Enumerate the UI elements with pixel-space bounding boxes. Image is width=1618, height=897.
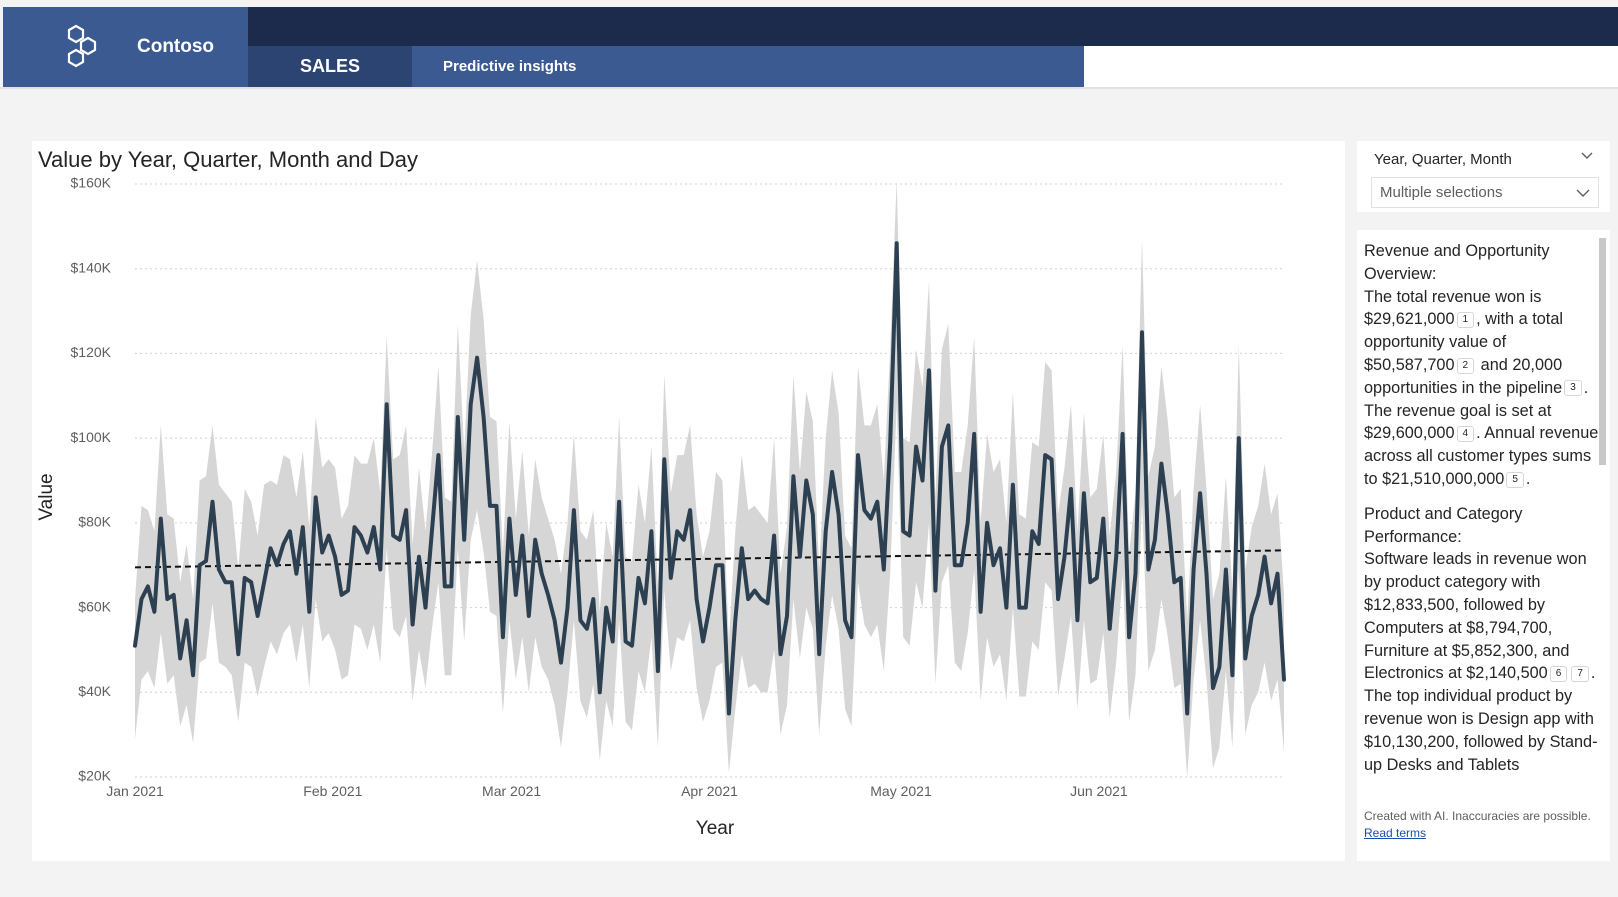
x-tick-label: May 2021 xyxy=(870,783,932,799)
x-tick-label: Jun 2021 xyxy=(1070,783,1128,799)
ai-disclaimer: Created with AI. Inaccuracies are possib… xyxy=(1364,808,1600,842)
confidence-band-area xyxy=(135,179,1284,778)
narrative-text-run: . The top individual product by revenue … xyxy=(1364,664,1598,774)
y-tick-label: $120K xyxy=(71,344,112,360)
citation-badge[interactable]: 1 xyxy=(1456,312,1475,329)
narrative-text-run: Software leads in revenue won by product… xyxy=(1364,550,1587,683)
tab-predictive-insights[interactable]: Predictive insights xyxy=(443,58,577,75)
y-tick-label: $100K xyxy=(71,429,112,445)
y-tick-label: $140K xyxy=(71,259,112,275)
narrative-paragraph: Product and Category Performance: Softwar… xyxy=(1364,503,1600,777)
narrative-text-run: The total revenue won is $29,621,000 xyxy=(1364,287,1542,329)
y-axis-ticks: $20K $40K $60K $80K $100K $120K $140K $160K xyxy=(71,175,112,784)
chevron-down-icon xyxy=(1576,189,1590,197)
read-terms-link[interactable]: Read terms xyxy=(1364,826,1427,840)
x-tick-label: Jan 2021 xyxy=(106,783,164,799)
chevron-down-icon[interactable] xyxy=(1580,149,1594,163)
y-tick-label: $20K xyxy=(78,768,111,784)
hexagon-logo-icon xyxy=(67,24,97,68)
citation-badge[interactable]: 7 xyxy=(1571,666,1589,683)
citation-badge[interactable]: 3 xyxy=(1564,380,1582,397)
top-bar-white-strip xyxy=(1084,46,1618,87)
narrative-paragraph: Revenue and Opportunity Overview: The tot… xyxy=(1364,240,1600,491)
y-tick-label: $80K xyxy=(78,514,111,530)
date-slicer[interactable]: Year, Quarter, Month Multiple selections xyxy=(1357,141,1610,212)
x-tick-label: Apr 2021 xyxy=(681,783,738,799)
top-bar-shadow xyxy=(0,87,1618,89)
citation-badge[interactable]: 4 xyxy=(1456,426,1475,443)
narrative-heading: Revenue and Opportunity Overview: xyxy=(1364,242,1550,283)
narrative-text-run: . The revenue goal is set at $29,600,000 xyxy=(1364,378,1589,443)
y-tick-label: $40K xyxy=(78,683,111,699)
y-axis-label: Value xyxy=(36,473,57,520)
disclaimer-text: Created with AI. Inaccuracies are possib… xyxy=(1364,809,1591,823)
brand[interactable]: Contoso xyxy=(3,7,248,87)
narrative-text-run: and 20,000 opportunities in the pipeline xyxy=(1364,355,1563,397)
narrative-heading: Product and Category Performance: xyxy=(1364,504,1523,546)
nav-tabs: SALES Predictive insights xyxy=(248,46,1084,87)
tab-sales[interactable]: SALES xyxy=(248,46,412,87)
x-axis-ticks: Jan 2021 Feb 2021 Mar 2021 Apr 2021 May 2021… xyxy=(106,783,1128,799)
narrative-text-run: . xyxy=(1525,469,1531,488)
trend-line-path xyxy=(134,549,1285,569)
trend-line xyxy=(134,549,1285,569)
scrollbar[interactable] xyxy=(1599,238,1606,465)
citation-badge[interactable]: 6 xyxy=(1549,666,1568,683)
line-chart[interactable]: Value by Year, Quarter, Month and Day $2… xyxy=(32,141,1345,861)
narrative-text-run: , with a total opportunity value of $50,… xyxy=(1364,310,1563,374)
line-chart-card[interactable]: Value by Year, Quarter, Month and Day $2… xyxy=(32,141,1345,861)
citation-badge[interactable]: 2 xyxy=(1456,357,1475,374)
x-tick-label: Feb 2021 xyxy=(303,783,362,799)
smart-narrative: Revenue and Opportunity Overview: The tot… xyxy=(1357,230,1610,861)
slicer-title: Year, Quarter, Month xyxy=(1374,151,1512,168)
x-tick-label: Mar 2021 xyxy=(482,783,541,799)
slicer-dropdown[interactable]: Multiple selections xyxy=(1371,177,1599,208)
y-tick-label: $60K xyxy=(78,598,111,614)
brand-name: Contoso xyxy=(137,36,215,57)
confidence-band xyxy=(135,179,1284,778)
top-bar-dark-strip xyxy=(248,7,1618,46)
y-tick-label: $160K xyxy=(71,175,112,191)
x-axis-label: Year xyxy=(696,818,735,839)
series-line xyxy=(133,241,1286,716)
citation-badge[interactable]: 5 xyxy=(1506,471,1524,488)
slicer-dropdown-value: Multiple selections xyxy=(1380,184,1503,201)
top-bar: Contoso SALES Predictive insights xyxy=(0,7,1618,87)
series-line-path xyxy=(133,241,1286,716)
narrative-text: Revenue and Opportunity Overview: The tot… xyxy=(1364,240,1600,797)
narrative-text-run: . Annual revenue across all customer typ… xyxy=(1364,424,1599,488)
chart-title: Value by Year, Quarter, Month and Day xyxy=(38,147,418,172)
